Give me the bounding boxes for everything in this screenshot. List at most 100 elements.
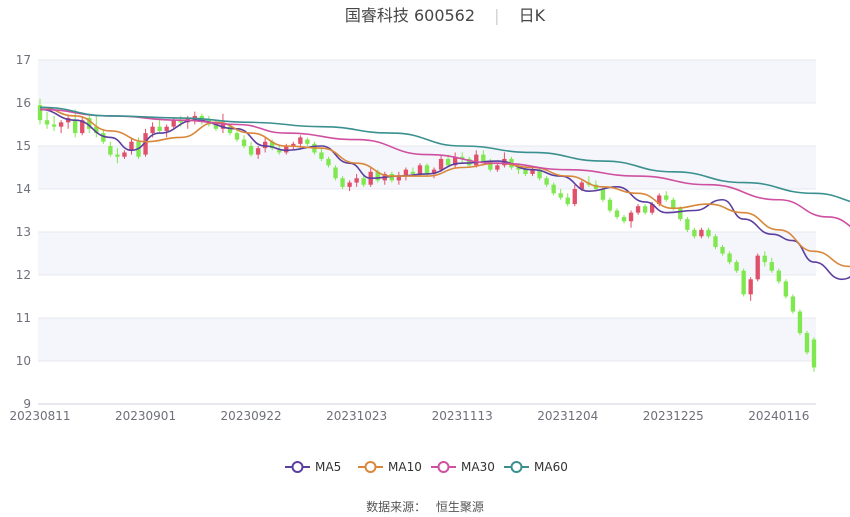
candle-body bbox=[150, 126, 155, 134]
candle-body bbox=[678, 208, 683, 220]
candle-body bbox=[122, 152, 127, 157]
series-line-ma5 bbox=[39, 108, 850, 281]
legend-item-ma10[interactable]: MA10 bbox=[358, 460, 422, 474]
candle-body bbox=[213, 124, 219, 129]
candle-body bbox=[762, 255, 767, 263]
candle-body bbox=[396, 176, 402, 181]
candle-body bbox=[115, 154, 120, 157]
legend-marker-icon bbox=[510, 461, 523, 473]
legend-label: MA5 bbox=[315, 460, 341, 474]
moving-average-lines bbox=[39, 106, 850, 281]
candle-body bbox=[495, 165, 500, 170]
candle-body bbox=[811, 339, 817, 368]
candle-body bbox=[333, 167, 338, 179]
candle-body bbox=[699, 229, 704, 237]
candle-body bbox=[284, 146, 289, 153]
series-line-ma60 bbox=[39, 106, 850, 203]
candle-body bbox=[769, 262, 774, 271]
candle-body bbox=[129, 141, 134, 151]
candle-body bbox=[565, 197, 570, 205]
candle-body bbox=[537, 169, 542, 179]
candle-body bbox=[530, 169, 535, 174]
candle-body bbox=[164, 126, 169, 131]
candle-body bbox=[403, 169, 409, 177]
candle-body bbox=[579, 182, 584, 189]
legend-label: MA60 bbox=[534, 460, 568, 474]
candle-body bbox=[248, 146, 254, 155]
candle-body bbox=[171, 120, 176, 127]
candle-body bbox=[37, 105, 43, 121]
candle-body bbox=[621, 216, 627, 222]
y-tick-label: 12 bbox=[16, 268, 31, 282]
x-tick-label: 20231225 bbox=[643, 409, 704, 423]
candle-body bbox=[305, 139, 310, 144]
candle-body bbox=[804, 333, 810, 353]
chart-title: 国睿科技 600562 | 日K bbox=[345, 6, 546, 25]
candle-body bbox=[291, 143, 296, 146]
y-tick-label: 14 bbox=[16, 182, 31, 196]
candle-body bbox=[262, 141, 268, 149]
stock-title: 国睿科技 600562 bbox=[345, 6, 475, 25]
x-axis: 20230811 20230901 20230922 20231023 20231113… bbox=[9, 403, 816, 423]
candle-body bbox=[790, 296, 796, 312]
candle-body bbox=[692, 229, 697, 237]
candle-body bbox=[593, 184, 599, 189]
candle-body bbox=[460, 156, 465, 159]
candle-body bbox=[58, 122, 64, 127]
series-line-ma10 bbox=[39, 106, 850, 268]
grid-band bbox=[38, 60, 816, 103]
candle-body bbox=[628, 212, 634, 222]
legend-item-ma60[interactable]: MA60 bbox=[504, 460, 568, 474]
candle-body bbox=[657, 195, 662, 205]
title-separator: | bbox=[494, 6, 499, 25]
candle-body bbox=[319, 152, 324, 159]
candle-body bbox=[438, 158, 444, 170]
candle-body bbox=[776, 270, 781, 282]
candle-body bbox=[734, 262, 739, 271]
candle-body bbox=[551, 184, 556, 194]
legend-marker-icon bbox=[364, 461, 377, 473]
legend-label: MA10 bbox=[388, 460, 422, 474]
candle-body bbox=[270, 141, 275, 149]
candle-body bbox=[80, 120, 85, 134]
source-label: 数据来源： bbox=[366, 499, 426, 514]
candle-body bbox=[445, 158, 451, 166]
candle-body bbox=[474, 154, 479, 166]
candle-body bbox=[481, 154, 486, 162]
y-tick-label: 17 bbox=[16, 53, 31, 67]
y-axis: 9 10 11 12 13 14 15 16 17 bbox=[16, 53, 31, 411]
candle-body bbox=[340, 178, 345, 187]
legend-marker-icon bbox=[291, 461, 304, 473]
y-tick-label: 10 bbox=[16, 354, 31, 368]
candle-body bbox=[410, 171, 416, 174]
candle-body bbox=[706, 229, 711, 237]
x-tick-label: 20240116 bbox=[748, 409, 809, 423]
candle-body bbox=[178, 120, 183, 123]
candle-body bbox=[452, 156, 458, 166]
candle-body bbox=[755, 255, 760, 280]
candle-body bbox=[635, 206, 641, 213]
candle-body bbox=[277, 150, 282, 153]
candle-body bbox=[544, 178, 549, 185]
candles-layer bbox=[37, 98, 817, 372]
y-tick-label: 13 bbox=[16, 225, 31, 239]
candle-body bbox=[255, 148, 261, 155]
legend[interactable]: MA5 MA10 MA30 MA60 bbox=[285, 460, 568, 474]
candle-body bbox=[488, 161, 493, 170]
candle-body bbox=[417, 165, 423, 174]
y-tick-label: 16 bbox=[16, 96, 31, 110]
candle-body bbox=[642, 206, 648, 213]
candle-body bbox=[101, 133, 106, 142]
x-tick-label: 20231023 bbox=[326, 409, 387, 423]
source-value: 恒生聚源 bbox=[436, 500, 484, 514]
candle-body bbox=[375, 171, 380, 181]
legend-item-ma5[interactable]: MA5 bbox=[285, 460, 341, 474]
candle-body bbox=[227, 126, 233, 134]
candle-body bbox=[234, 133, 240, 140]
candle-body bbox=[424, 165, 430, 174]
legend-item-ma30[interactable]: MA30 bbox=[431, 460, 495, 474]
grid-band bbox=[38, 232, 816, 275]
candle-body bbox=[572, 189, 577, 205]
candle-body bbox=[713, 236, 718, 248]
